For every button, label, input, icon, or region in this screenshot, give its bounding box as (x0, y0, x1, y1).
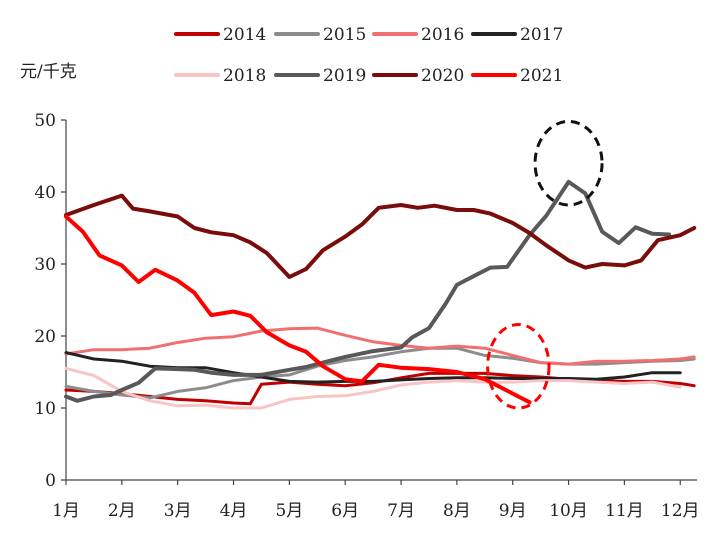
legend-item-2021: 2021 (471, 66, 563, 86)
y-tick-label: 40 (34, 183, 56, 203)
legend-item-2019: 2019 (274, 66, 366, 86)
x-tick-label: 10月 (549, 501, 588, 521)
series-line-2015 (64, 346, 696, 400)
x-tick-label: 6月 (331, 501, 359, 521)
y-tick-label: 0 (45, 471, 56, 491)
y-tick-label: 20 (34, 327, 56, 347)
y-tick-label: 50 (34, 111, 56, 131)
series-layer (64, 179, 697, 410)
annotations-layer (486, 119, 604, 410)
legend-item-2014: 2014 (174, 25, 266, 45)
legend-label: 2018 (223, 66, 266, 86)
series-line-2019 (64, 179, 672, 403)
x-tick-label: 5月 (275, 501, 303, 521)
legend-label: 2019 (323, 66, 366, 86)
legend-item-2015: 2015 (274, 25, 366, 45)
legend-item-2020: 2020 (372, 66, 464, 86)
x-tick-label: 8月 (443, 501, 471, 521)
series-line-2016 (64, 326, 696, 366)
legend-label: 2021 (520, 66, 563, 86)
legend: 2014 2015 2016 2017 2018 2019 2020 2021 (174, 25, 563, 86)
legend-label: 2016 (421, 25, 464, 45)
legend-label: 2014 (223, 25, 266, 45)
legend-label: 2017 (520, 25, 563, 45)
x-tick-label: 4月 (220, 501, 248, 521)
x-tick-label: 1月 (52, 501, 80, 521)
y-tick-label: 30 (34, 255, 56, 275)
x-tick-label: 7月 (387, 501, 415, 521)
x-tick-label: 3月 (164, 501, 192, 521)
series-line-2021 (64, 214, 532, 405)
dashed-ellipse-annotation (533, 119, 604, 207)
series-line-2018 (64, 366, 682, 410)
axes: 0 10 20 30 40 50 1月 2月 3月 4月 5月 6月 7月 8月 9月 10月 11月 12月 (34, 111, 699, 521)
legend-item-2018: 2018 (174, 66, 266, 86)
x-tick-label: 9月 (499, 501, 527, 521)
y-axis-unit-label: 元/千克 (20, 62, 77, 82)
legend-item-2017: 2017 (471, 25, 563, 45)
y-tick-label: 10 (34, 399, 56, 419)
x-tick-label: 2月 (108, 501, 136, 521)
legend-item-2016: 2016 (372, 25, 464, 45)
series-line-2020 (64, 193, 697, 279)
legend-label: 2015 (323, 25, 366, 45)
x-tick-label: 11月 (605, 501, 644, 521)
legend-label: 2020 (421, 66, 464, 86)
x-tick-label: 12月 (661, 501, 700, 521)
dashed-ellipse-annotation (486, 322, 551, 410)
